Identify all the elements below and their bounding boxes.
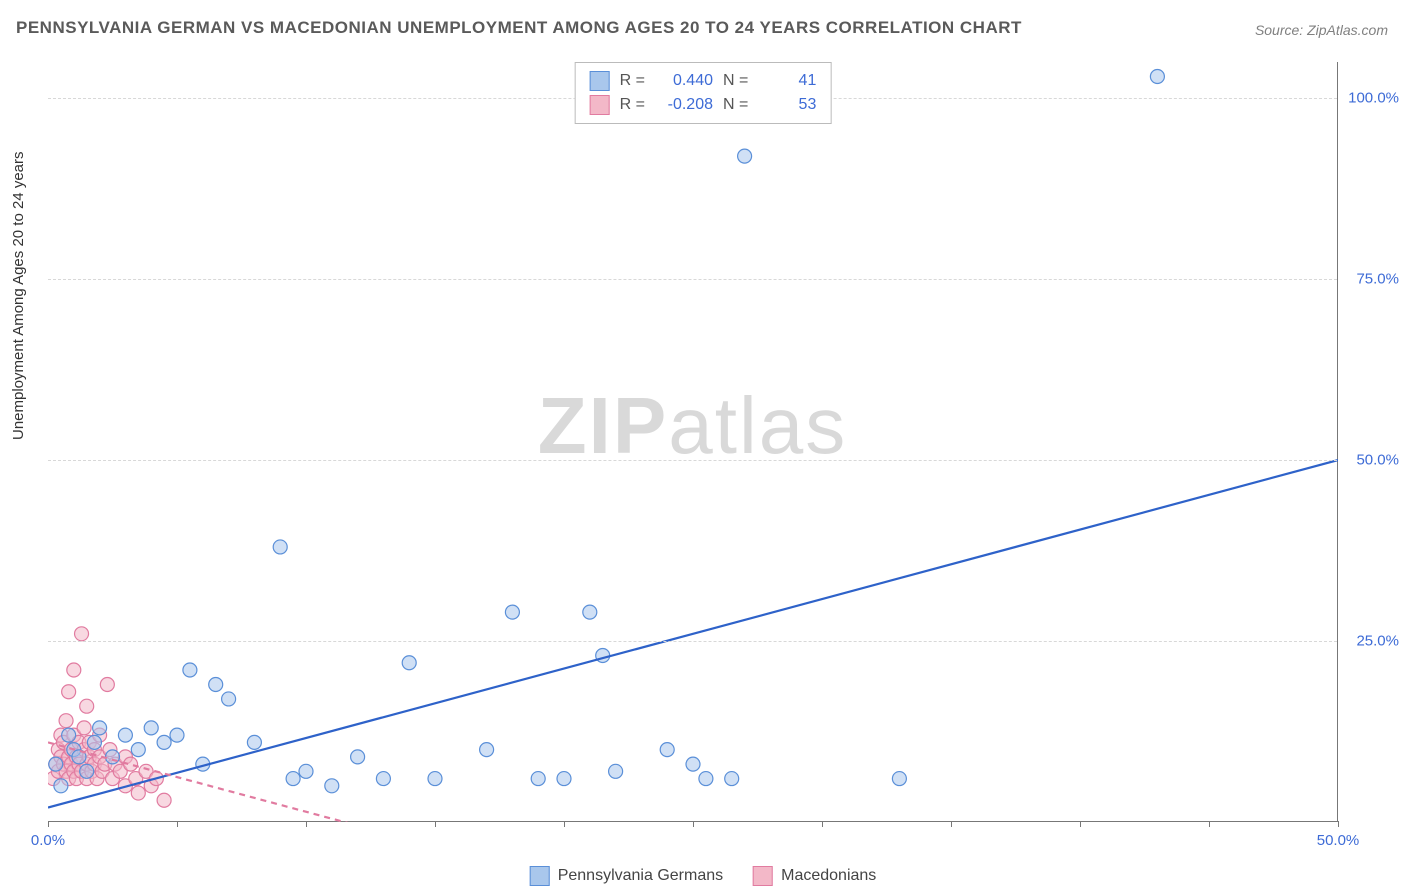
x-tick	[564, 821, 565, 827]
data-point	[157, 793, 171, 807]
data-point	[686, 757, 700, 771]
data-point	[157, 735, 171, 749]
y-tick-label: 25.0%	[1356, 633, 1399, 650]
data-point	[402, 656, 416, 670]
data-point	[144, 721, 158, 735]
data-point	[131, 786, 145, 800]
trend-line	[48, 460, 1338, 807]
x-tick	[693, 821, 694, 827]
data-point	[725, 772, 739, 786]
stat-value-r: 0.440	[655, 72, 713, 90]
stat-label-n: N =	[723, 96, 748, 114]
data-point	[93, 721, 107, 735]
data-point	[325, 779, 339, 793]
data-point	[209, 677, 223, 691]
legend-item: Macedonians	[753, 866, 876, 886]
data-point	[54, 779, 68, 793]
data-point	[62, 728, 76, 742]
y-tick-label: 75.0%	[1356, 271, 1399, 288]
gridline	[48, 279, 1337, 280]
data-point	[170, 728, 184, 742]
plot-area: ZIPatlas 25.0%50.0%75.0%100.0%0.0%50.0%	[48, 62, 1338, 822]
data-point	[286, 772, 300, 786]
stat-label-n: N =	[723, 72, 748, 90]
data-point	[531, 772, 545, 786]
data-point	[299, 764, 313, 778]
chart-title: PENNSYLVANIA GERMAN VS MACEDONIAN UNEMPL…	[16, 18, 1022, 38]
data-point	[80, 764, 94, 778]
legend-label: Macedonians	[781, 867, 876, 885]
data-point	[351, 750, 365, 764]
stat-value-n: 53	[758, 96, 816, 114]
x-tick-label: 50.0%	[1317, 832, 1360, 849]
legend-item: Pennsylvania Germans	[530, 866, 723, 886]
stats-row: R = -0.208 N = 53	[590, 93, 817, 117]
data-point	[80, 699, 94, 713]
source-label: Source: ZipAtlas.com	[1255, 22, 1388, 38]
x-tick	[177, 821, 178, 827]
stat-value-r: -0.208	[655, 96, 713, 114]
y-tick-label: 50.0%	[1356, 452, 1399, 469]
y-axis-label: Unemployment Among Ages 20 to 24 years	[10, 151, 27, 440]
series-swatch	[590, 95, 610, 115]
data-point	[609, 764, 623, 778]
x-tick	[1080, 821, 1081, 827]
data-point	[75, 627, 89, 641]
stat-label-r: R =	[620, 72, 645, 90]
x-tick	[435, 821, 436, 827]
x-tick-label: 0.0%	[31, 832, 65, 849]
legend-label: Pennsylvania Germans	[558, 867, 723, 885]
x-tick	[48, 821, 49, 827]
data-point	[376, 772, 390, 786]
gridline	[48, 641, 1337, 642]
stats-row: R = 0.440 N = 41	[590, 69, 817, 93]
stat-label-r: R =	[620, 96, 645, 114]
data-point	[67, 663, 81, 677]
data-point	[660, 743, 674, 757]
data-point	[87, 735, 101, 749]
data-point	[62, 685, 76, 699]
data-point	[77, 721, 91, 735]
y-tick-label: 100.0%	[1348, 90, 1399, 107]
data-point	[131, 743, 145, 757]
data-point	[49, 757, 63, 771]
x-tick	[1338, 821, 1339, 827]
legend-swatch	[753, 866, 773, 886]
stat-value-n: 41	[758, 72, 816, 90]
legend-swatch	[530, 866, 550, 886]
x-tick	[822, 821, 823, 827]
data-point	[273, 540, 287, 554]
data-point	[106, 750, 120, 764]
data-point	[505, 605, 519, 619]
chart-svg	[48, 62, 1338, 822]
stats-box: R = 0.440 N = 41 R = -0.208 N = 53	[575, 62, 832, 124]
series-swatch	[590, 71, 610, 91]
data-point	[100, 677, 114, 691]
data-point	[557, 772, 571, 786]
gridline	[48, 460, 1337, 461]
data-point	[222, 692, 236, 706]
data-point	[892, 772, 906, 786]
data-point	[699, 772, 713, 786]
x-tick	[306, 821, 307, 827]
data-point	[738, 149, 752, 163]
data-point	[183, 663, 197, 677]
x-tick	[1209, 821, 1210, 827]
data-point	[118, 728, 132, 742]
data-point	[583, 605, 597, 619]
data-point	[480, 743, 494, 757]
data-point	[59, 714, 73, 728]
legend: Pennsylvania Germans Macedonians	[530, 866, 877, 886]
data-point	[1150, 69, 1164, 83]
data-point	[428, 772, 442, 786]
x-tick	[951, 821, 952, 827]
data-point	[247, 735, 261, 749]
